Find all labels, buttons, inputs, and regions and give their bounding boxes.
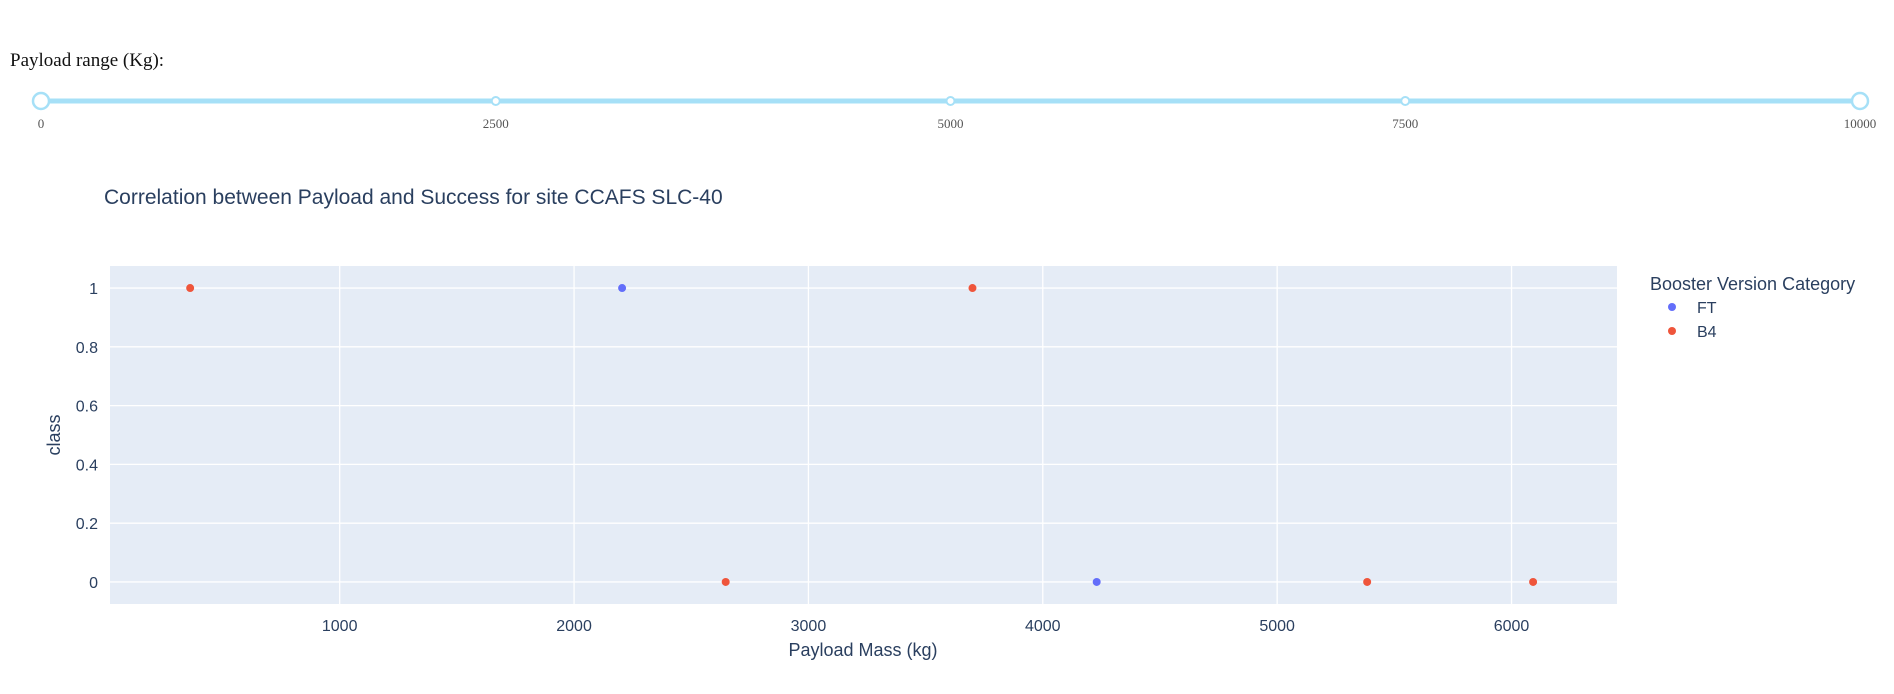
x-tick-label: 2000 — [556, 618, 592, 635]
x-tick-label: 6000 — [1494, 618, 1530, 635]
y-tick-label: 0.8 — [76, 340, 98, 357]
payload-range-slider[interactable]: 0 2500 5000 7500 10000 — [0, 0, 1894, 140]
slider-mark-dot — [945, 96, 956, 106]
legend-title: Booster Version Category — [1650, 274, 1855, 294]
legend-marker-ft — [1668, 303, 1676, 311]
x-tick-label: 3000 — [791, 618, 827, 635]
legend-marker-b4 — [1668, 327, 1676, 335]
chart-title: Correlation between Payload and Success … — [104, 186, 723, 209]
y-tick-label: 1 — [89, 281, 98, 298]
data-point-b4 — [1529, 577, 1538, 586]
slider-mark-dot — [1400, 96, 1411, 106]
slider-handle-min[interactable] — [31, 91, 51, 111]
legend-label-ft: FT — [1697, 300, 1717, 317]
slider-mark-label: 10000 — [1844, 116, 1877, 131]
x-tick-label: 5000 — [1259, 618, 1295, 635]
y-axis-label: class — [44, 414, 64, 455]
x-axis-label: Payload Mass (kg) — [788, 640, 937, 660]
y-tick-label: 0.6 — [76, 399, 98, 416]
x-axis-ticks: 1000 2000 3000 4000 5000 6000 — [322, 618, 1530, 635]
y-tick-label: 0.2 — [76, 516, 98, 533]
data-point-b4 — [968, 284, 977, 293]
y-tick-label: 0 — [89, 575, 98, 592]
legend: Booster Version Category FT B4 — [1650, 274, 1855, 341]
legend-label-b4: B4 — [1697, 324, 1717, 341]
data-point-b4 — [186, 284, 195, 293]
data-point-b4 — [721, 577, 730, 586]
slider-handle-max[interactable] — [1850, 91, 1870, 111]
plot-area — [110, 266, 1617, 604]
slider-mark-label: 2500 — [483, 116, 509, 131]
payload-range-label: Payload range (Kg): — [10, 50, 165, 71]
data-point-ft — [618, 284, 627, 293]
slider-mark-label: 7500 — [1392, 116, 1418, 131]
slider-mark-label: 5000 — [938, 116, 964, 131]
x-tick-label: 4000 — [1025, 618, 1061, 635]
data-point-ft — [1092, 577, 1101, 586]
y-axis-ticks: 0 0.2 0.4 0.6 0.8 1 — [76, 281, 98, 592]
data-point-b4 — [1363, 577, 1372, 586]
data-points — [186, 284, 1538, 586]
y-tick-label: 0.4 — [76, 457, 98, 474]
slider-mark-label: 0 — [38, 116, 45, 131]
x-tick-label: 1000 — [322, 618, 358, 635]
slider-mark-dot — [490, 96, 501, 106]
